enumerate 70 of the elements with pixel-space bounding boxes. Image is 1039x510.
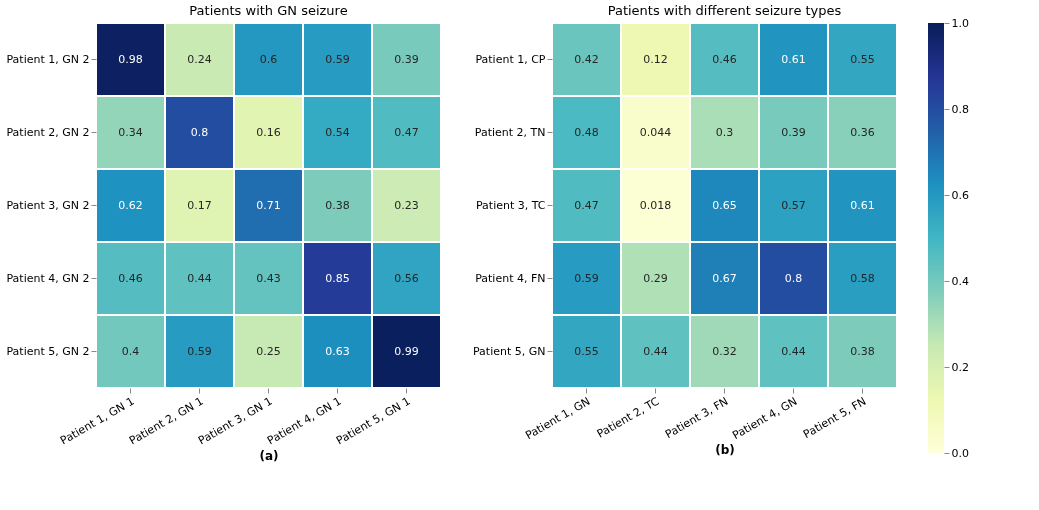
data-label: 0.3 [715, 125, 734, 139]
data-label: 0.59 [187, 344, 212, 358]
data-label: 0.34 [118, 125, 143, 139]
data-label: 0.8 [784, 271, 803, 285]
data-label: 0.44 [643, 344, 668, 358]
data-label: 0.62 [118, 198, 143, 212]
chart-title: Patients with GN seizure [189, 3, 348, 18]
data-label: 0.36 [850, 125, 875, 139]
data-label: 0.59 [325, 52, 350, 66]
y-tick-label: Patient 1, CP [475, 52, 546, 66]
y-tick-label: Patient 1, GN 2 [6, 52, 90, 66]
data-label: 0.65 [712, 198, 737, 212]
data-label: 0.56 [394, 271, 419, 285]
data-label: 0.46 [118, 271, 143, 285]
data-label: 0.6 [259, 52, 278, 66]
data-label: 0.12 [643, 52, 668, 66]
data-label: 0.55 [850, 52, 875, 66]
data-label: 0.98 [118, 52, 143, 66]
data-label: 0.67 [712, 271, 737, 285]
data-label: 0.38 [850, 344, 875, 358]
x-axis-title: (b) [715, 443, 735, 458]
data-label: 0.44 [781, 344, 806, 358]
data-label: 0.8 [190, 125, 209, 139]
data-label: 0.71 [256, 198, 281, 212]
data-label: 0.57 [781, 198, 806, 212]
data-label: 0.47 [574, 198, 599, 212]
data-label: 0.48 [574, 125, 599, 139]
data-label: 0.44 [187, 271, 212, 285]
data-label: 0.018 [639, 198, 672, 212]
y-tick-label: Patient 3, GN 2 [6, 198, 90, 212]
y-tick-label: Patient 5, GN 2 [6, 344, 90, 358]
data-label: 0.58 [850, 271, 875, 285]
data-label: 0.46 [712, 52, 737, 66]
color-bar-label: 0.2 [951, 360, 969, 374]
y-tick-label: Patient 4, GN 2 [6, 271, 90, 285]
data-label: 0.42 [574, 52, 599, 66]
color-bar-label: 0.8 [951, 102, 969, 116]
data-label: 0.99 [394, 344, 419, 358]
data-label: 0.39 [781, 125, 806, 139]
y-tick-label: Patient 2, GN 2 [6, 125, 90, 139]
data-label: 0.29 [643, 271, 668, 285]
data-label: 0.044 [639, 125, 672, 139]
data-label: 0.4 [121, 344, 140, 358]
data-label: 0.24 [187, 52, 212, 66]
color-bar-label: 0.0 [951, 446, 969, 460]
y-tick-label: Patient 4, FN [475, 271, 546, 285]
data-label: 0.38 [325, 198, 350, 212]
y-tick-label: Patient 2, TN [474, 125, 546, 139]
data-label: 0.39 [394, 52, 419, 66]
data-label: 0.16 [256, 125, 281, 139]
color-bar-label: 1.0 [951, 16, 969, 30]
chart-title: Patients with different seizure types [607, 3, 842, 18]
y-tick-label: Patient 5, GN [472, 344, 546, 358]
data-label: 0.63 [325, 344, 350, 358]
data-label: 0.23 [394, 198, 419, 212]
data-label: 0.61 [850, 198, 875, 212]
data-label: 0.54 [325, 125, 350, 139]
data-label: 0.43 [256, 271, 281, 285]
data-label: 0.61 [781, 52, 806, 66]
data-label: 0.32 [712, 344, 737, 358]
color-bar-label: 0.6 [951, 188, 969, 202]
color-bar-label: 0.4 [951, 274, 969, 288]
x-axis-title: (a) [259, 448, 279, 463]
data-label: 0.47 [394, 125, 419, 139]
data-label: 0.85 [325, 271, 350, 285]
data-label: 0.17 [187, 198, 212, 212]
data-label: 0.25 [256, 344, 281, 358]
data-label: 0.59 [574, 271, 599, 285]
data-label: 0.55 [574, 344, 599, 358]
y-tick-label: Patient 3, TC [475, 198, 546, 212]
